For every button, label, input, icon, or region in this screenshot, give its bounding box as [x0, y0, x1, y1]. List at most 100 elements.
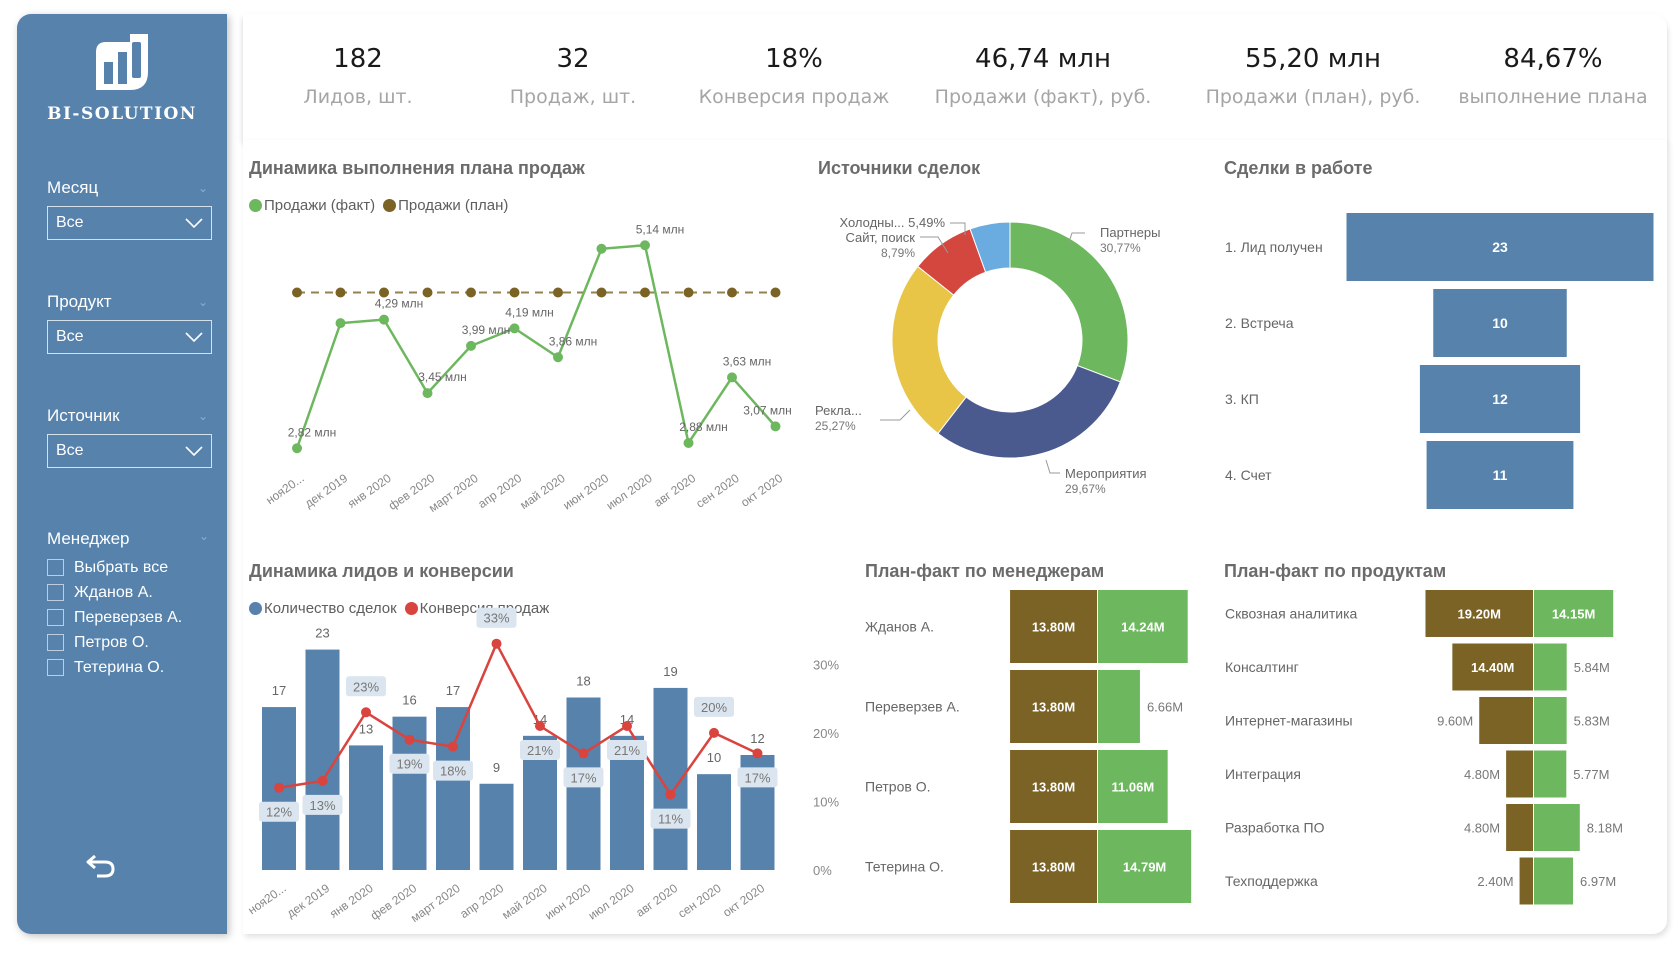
- legend-item-fact[interactable]: Продажи (факт): [249, 197, 375, 214]
- chevron-down-icon[interactable]: ⌄: [197, 295, 208, 309]
- x-tick-label: авг 2020: [651, 471, 698, 510]
- kpi-label: выполнение плана: [1458, 86, 1648, 108]
- legend-item-plan[interactable]: Продажи (план): [383, 197, 508, 214]
- bar-value-label: 13: [359, 721, 373, 736]
- fact-point: [553, 352, 563, 363]
- filter-source-select[interactable]: Все: [47, 434, 212, 468]
- data-label: 3,45 млн: [418, 370, 467, 384]
- chart-deals-in-progress: 1. Лид получен 23 2. Встреча 10 3. КП 12 4. Сч…: [1225, 213, 1654, 509]
- bar-value-label: 23: [315, 626, 329, 641]
- fact-bar: [1098, 670, 1140, 743]
- plan-value-label: 9.60M: [1437, 714, 1473, 729]
- filter-product-label: Продукт: [47, 292, 112, 311]
- bar: [349, 745, 383, 870]
- bar-value-label: 10: [707, 750, 721, 765]
- bar-value-label: 18: [576, 674, 590, 689]
- chart-plan-fact-products: Сквозная аналитика 19.20M 14.15M Консалтинг…: [1225, 590, 1623, 905]
- legend-item-deals-count[interactable]: Количество сделок: [249, 600, 397, 617]
- category-label: Петров О.: [865, 779, 930, 795]
- conversion-label-bg: [650, 808, 691, 829]
- kpi-value: 18%: [765, 44, 823, 74]
- conversion-point: [535, 721, 545, 731]
- data-label: 4,29 млн: [375, 297, 424, 311]
- plan-value-label: 4.80M: [1464, 821, 1500, 836]
- category-label: Консалтинг: [1225, 659, 1299, 675]
- conversion-label: 13%: [309, 798, 335, 813]
- data-label: 2,88 млн: [679, 420, 728, 434]
- conversion-label-bg: [563, 767, 604, 788]
- bar-value-label: 16: [402, 693, 416, 708]
- bar-value-label: 17: [272, 683, 286, 698]
- x-tick-label: май 2020: [517, 471, 568, 512]
- checkbox[interactable]: [47, 634, 64, 651]
- kpi-value: 32: [556, 44, 590, 74]
- checkbox[interactable]: [47, 659, 64, 676]
- slice-label: Холодны... 5,49%: [839, 215, 945, 230]
- manager-checkbox-teterina[interactable]: Тетерина О.: [47, 655, 217, 680]
- legend-dot: [249, 602, 262, 615]
- filter-month: Месяц ⌄ Все: [47, 178, 212, 240]
- filter-month-select[interactable]: Все: [47, 206, 212, 240]
- chevron-down-icon[interactable]: ⌄: [197, 409, 208, 423]
- checkbox[interactable]: [47, 584, 64, 601]
- kpi-value: 182: [333, 44, 383, 74]
- conversion-label: 20%: [701, 700, 727, 715]
- chevron-down-icon[interactable]: ⌄: [197, 181, 208, 195]
- plan-point: [292, 287, 302, 298]
- category-label: Интеграция: [1225, 766, 1301, 782]
- chevron-down-icon[interactable]: ⌄: [198, 529, 209, 543]
- conversion-label-bg: [346, 676, 386, 697]
- category-label: Сквозная аналитика: [1225, 606, 1358, 622]
- donut-slice: [969, 221, 1011, 273]
- chart-title-sales-plan: Динамика выполнения плана продаж: [249, 158, 585, 178]
- manager-checkbox-petrov[interactable]: Петров О.: [47, 630, 217, 655]
- donut-slice: [1009, 221, 1129, 383]
- filter-month-label: Месяц: [47, 178, 99, 197]
- plan-point: [683, 287, 694, 298]
- kpi-label: Конверсия продаж: [698, 86, 890, 108]
- fact-value-label: 5.84M: [1574, 660, 1610, 675]
- fact-point: [727, 372, 737, 383]
- plan-point: [379, 287, 389, 298]
- fact-line: [295, 243, 777, 449]
- funnel-stage-label: 1. Лид получен: [1225, 239, 1323, 255]
- filter-product-select[interactable]: Все: [47, 320, 212, 354]
- chart-title-plan-fact-managers: План-факт по менеджерам: [865, 561, 1105, 581]
- kpi-label: Лидов, шт.: [303, 86, 413, 108]
- manager-checkbox-pereverzev[interactable]: Переверзев А.: [47, 605, 217, 630]
- legend-sales-plan: Продажи (факт) Продажи (план): [249, 197, 516, 214]
- checkbox[interactable]: [47, 609, 64, 626]
- manager-checkbox-zhdanov[interactable]: Жданов А.: [47, 580, 217, 605]
- manager-checkbox-select-all[interactable]: Выбрать все: [47, 555, 217, 580]
- funnel-value: 23: [1492, 239, 1508, 255]
- data-label: 5,14 млн: [636, 222, 685, 236]
- funnel-stage-label: 4. Счет: [1225, 467, 1272, 483]
- fact-bar: [1534, 643, 1567, 691]
- undo-arrow-icon[interactable]: [85, 852, 117, 880]
- plan-point: [640, 287, 650, 298]
- funnel-bar: [1433, 289, 1567, 357]
- x-tick-label: апр 2020: [475, 471, 524, 511]
- checkbox[interactable]: [47, 559, 64, 576]
- x-tick-label: окт 2020: [720, 881, 767, 920]
- fact-bar: [1098, 830, 1192, 903]
- fact-value-label: 14.15M: [1552, 607, 1595, 622]
- x-tick-label: ноя20...: [263, 471, 306, 507]
- conversion-point: [578, 748, 589, 759]
- plan-point: [727, 287, 737, 298]
- bar: [479, 783, 514, 870]
- logo: BI-SOLUTION: [17, 32, 227, 124]
- kpi-sales-count: 32 Продаж, шт.: [458, 44, 688, 108]
- slice-value: 25,27%: [815, 419, 856, 433]
- data-label: 3,99 млн: [462, 323, 511, 337]
- bar: [305, 649, 340, 870]
- x-tick-label: июн 2020: [542, 881, 593, 923]
- x-tick-label: июл 2020: [586, 881, 637, 923]
- plan-point: [770, 287, 781, 298]
- plan-value-label: 13.80M: [1032, 780, 1075, 795]
- slice-value: 8,79%: [881, 246, 915, 260]
- fact-point: [292, 443, 302, 454]
- plan-value-label: 13.80M: [1032, 620, 1075, 635]
- bar-value-label: 9: [493, 760, 500, 775]
